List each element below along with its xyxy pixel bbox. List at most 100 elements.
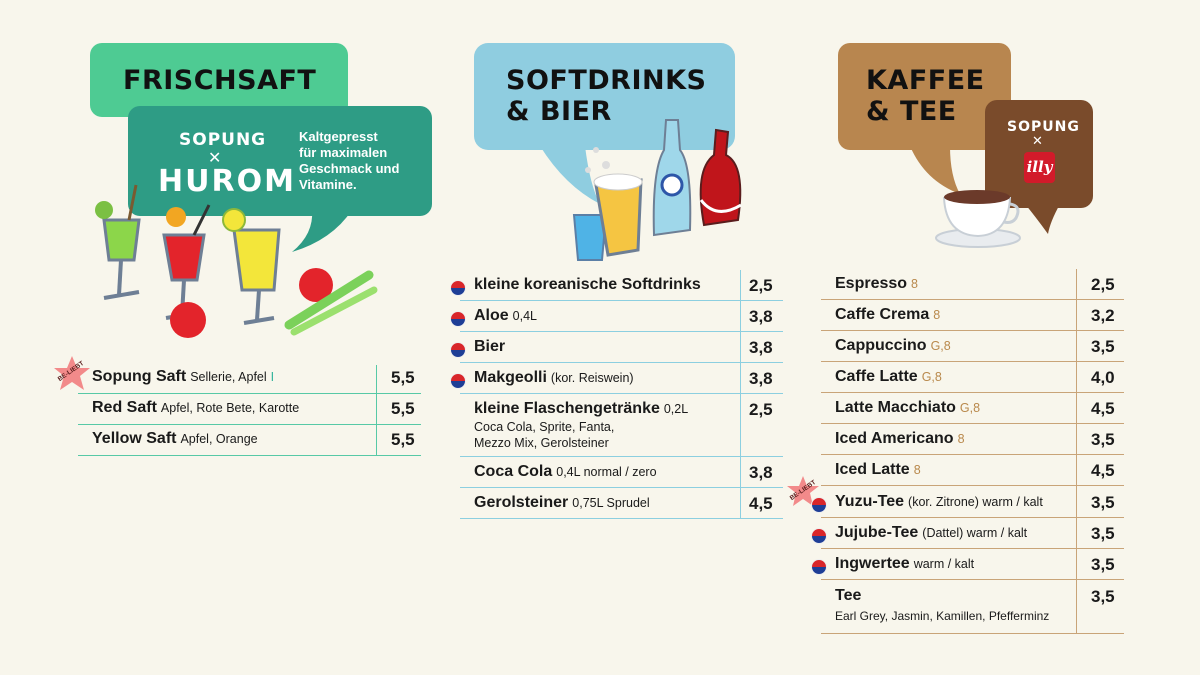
collab-x-icon: ✕ (1032, 133, 1043, 148)
menu-item: Espresso 8 2,5 (821, 269, 1124, 300)
item-name: Makgeolli (kor. Reiswein) (450, 369, 634, 389)
item-price: 5,5 (391, 430, 415, 449)
item-price: 2,5 (1091, 275, 1115, 294)
item-name-text: Makgeolli (474, 369, 547, 386)
item-price: 3,8 (749, 463, 773, 482)
menu-item: Bier 3,8 (450, 332, 783, 363)
item-name-text: Gerolsteiner (474, 494, 569, 511)
menu-item: Cappuccino G,8 3,5 (821, 331, 1124, 362)
item-name-text: Espresso (835, 275, 908, 292)
item-name: Red Saft Apfel, Rote Bete, Karotte (92, 399, 299, 417)
menu-item: Aloe 0,4L 3,8 (450, 301, 783, 332)
item-price: 4,5 (749, 494, 773, 513)
korea-flag-icon (811, 497, 827, 513)
menu-item: Makgeolli (kor. Reiswein) 3,8 (450, 363, 783, 394)
menu-item: Gerolsteiner 0,75L Sprudel 4,5 (460, 488, 783, 519)
softdrinks-bubble-tail (540, 146, 600, 204)
collab-x-icon: ✕ (208, 150, 222, 167)
item-note: (Dattel) warm / kalt (922, 526, 1028, 540)
item-price: 5,5 (391, 399, 415, 418)
item-name-text: Iced Latte (835, 461, 910, 478)
item-name-text: Iced Americano (835, 430, 954, 447)
item-note: Sellerie, Apfel (190, 370, 267, 384)
menu-item: Caffe Latte G,8 4,0 (821, 362, 1124, 393)
item-name: kleine koreanische Softdrinks (450, 276, 701, 296)
item-name-text: Ingwertee (835, 555, 910, 572)
menu-item: kleine koreanische Softdrinks 2,5 (450, 270, 783, 301)
menu-item: Iced Americano 8 3,5 (821, 424, 1124, 455)
korea-flag-icon (450, 342, 466, 358)
item-note: 0,75L Sprudel (572, 496, 650, 510)
item-note: 0,2L (663, 402, 689, 416)
item-note: G,8 (930, 339, 951, 353)
item-name-text: Red Saft (92, 399, 157, 416)
korea-flag-icon (811, 559, 827, 575)
beliebt-star-badge (54, 356, 90, 390)
item-name: Caffe Latte G,8 (835, 368, 942, 386)
sopung-brand-label: SOPUNG (1007, 119, 1080, 135)
title-line: SOFTDRINKS (506, 65, 707, 96)
item-price: 4,5 (1091, 461, 1115, 480)
item-name-text: Aloe (474, 307, 509, 324)
item-price: 3,8 (749, 307, 773, 326)
promo-line: Geschmack und (299, 161, 400, 176)
item-price: 4,5 (1091, 399, 1115, 418)
item-note: 8 (913, 463, 921, 477)
item-name: Caffe Crema 8 (835, 306, 940, 324)
description-line: Earl Grey, Jasmin, Kamillen, Pfefferminz (835, 609, 1050, 623)
allergen-mark: I (270, 370, 275, 384)
item-name: Cappuccino G,8 (835, 337, 951, 355)
item-name-text: Caffe Latte (835, 368, 918, 385)
item-note: (kor. Zitrone) warm / kalt (908, 495, 1043, 509)
item-name-text: Yuzu-Tee (835, 493, 905, 510)
item-note: 0,4L normal / zero (556, 465, 657, 479)
description-line: Mezzo Mix, Gerolsteiner (474, 436, 609, 450)
menu-item: Tee Earl Grey, Jasmin, Kamillen, Pfeffer… (821, 580, 1124, 634)
softdrinks-header: SOFTDRINKS & BIER (474, 43, 735, 150)
item-note: 8 (957, 432, 965, 446)
item-price: 3,5 (1091, 337, 1115, 356)
kaffee-header: KAFFEE & TEE (838, 43, 1011, 150)
item-name-text: Caffe Crema (835, 306, 930, 323)
item-price: 3,8 (749, 338, 773, 357)
item-name: Sopung Saft Sellerie, Apfel I (92, 368, 274, 386)
price-divider (376, 365, 377, 455)
item-name: Tee (835, 587, 861, 605)
menu-item: BE-LIEBT Sopung Saft Sellerie, Apfel I 5,5 (54, 356, 421, 394)
promo-line: Kaltgepresst (299, 129, 378, 144)
coffee-cup-illustration (935, 190, 1021, 248)
item-note: (kor. Reiswein) (550, 371, 634, 385)
menu-item: Jujube-Tee (Dattel) warm / kalt 3,5 (811, 518, 1124, 549)
item-name-text: Bier (474, 338, 506, 355)
title-line: KAFFEE (866, 65, 985, 96)
price-divider (1076, 269, 1077, 633)
menu-item: Caffe Crema 8 3,2 (821, 300, 1124, 331)
menu-item: Red Saft Apfel, Rote Bete, Karotte 5,5 (78, 394, 421, 425)
item-price: 4,0 (1091, 368, 1115, 387)
promo-line: Vitamine. (299, 177, 357, 192)
item-note: Apfel, Rote Bete, Karotte (160, 401, 300, 415)
item-name-text: Latte Macchiato (835, 399, 956, 416)
item-note: Apfel, Orange (180, 432, 258, 446)
item-name: Jujube-Tee (Dattel) warm / kalt (811, 524, 1028, 544)
menu-item: Iced Latte 8 4,5 (821, 455, 1124, 486)
menu-item: Latte Macchiato G,8 4,5 (821, 393, 1124, 424)
item-name-text: Tee (835, 587, 862, 604)
softdrinks-title: SOFTDRINKS & BIER (506, 65, 706, 127)
item-price: 5,5 (391, 368, 415, 387)
item-price: 3,8 (749, 369, 773, 388)
item-name: Latte Macchiato G,8 (835, 399, 980, 417)
korea-flag-icon (450, 280, 466, 296)
item-name-text: kleine koreanische Softdrinks (474, 276, 701, 293)
item-name: Espresso 8 (835, 275, 918, 293)
item-note: 0,4L (512, 309, 538, 323)
item-name: Iced Latte 8 (835, 461, 921, 479)
item-price: 3,5 (1091, 555, 1115, 574)
item-description: Earl Grey, Jasmin, Kamillen, Pfefferminz (835, 608, 1049, 624)
item-name-text: Coca Cola (474, 463, 553, 480)
item-name: Coca Cola 0,4L normal / zero (474, 463, 657, 481)
item-name-text: Sopung Saft (92, 368, 187, 385)
kaffee-bubble-tail (910, 146, 960, 194)
item-name: Bier (450, 338, 506, 358)
item-name: Iced Americano 8 (835, 430, 965, 448)
